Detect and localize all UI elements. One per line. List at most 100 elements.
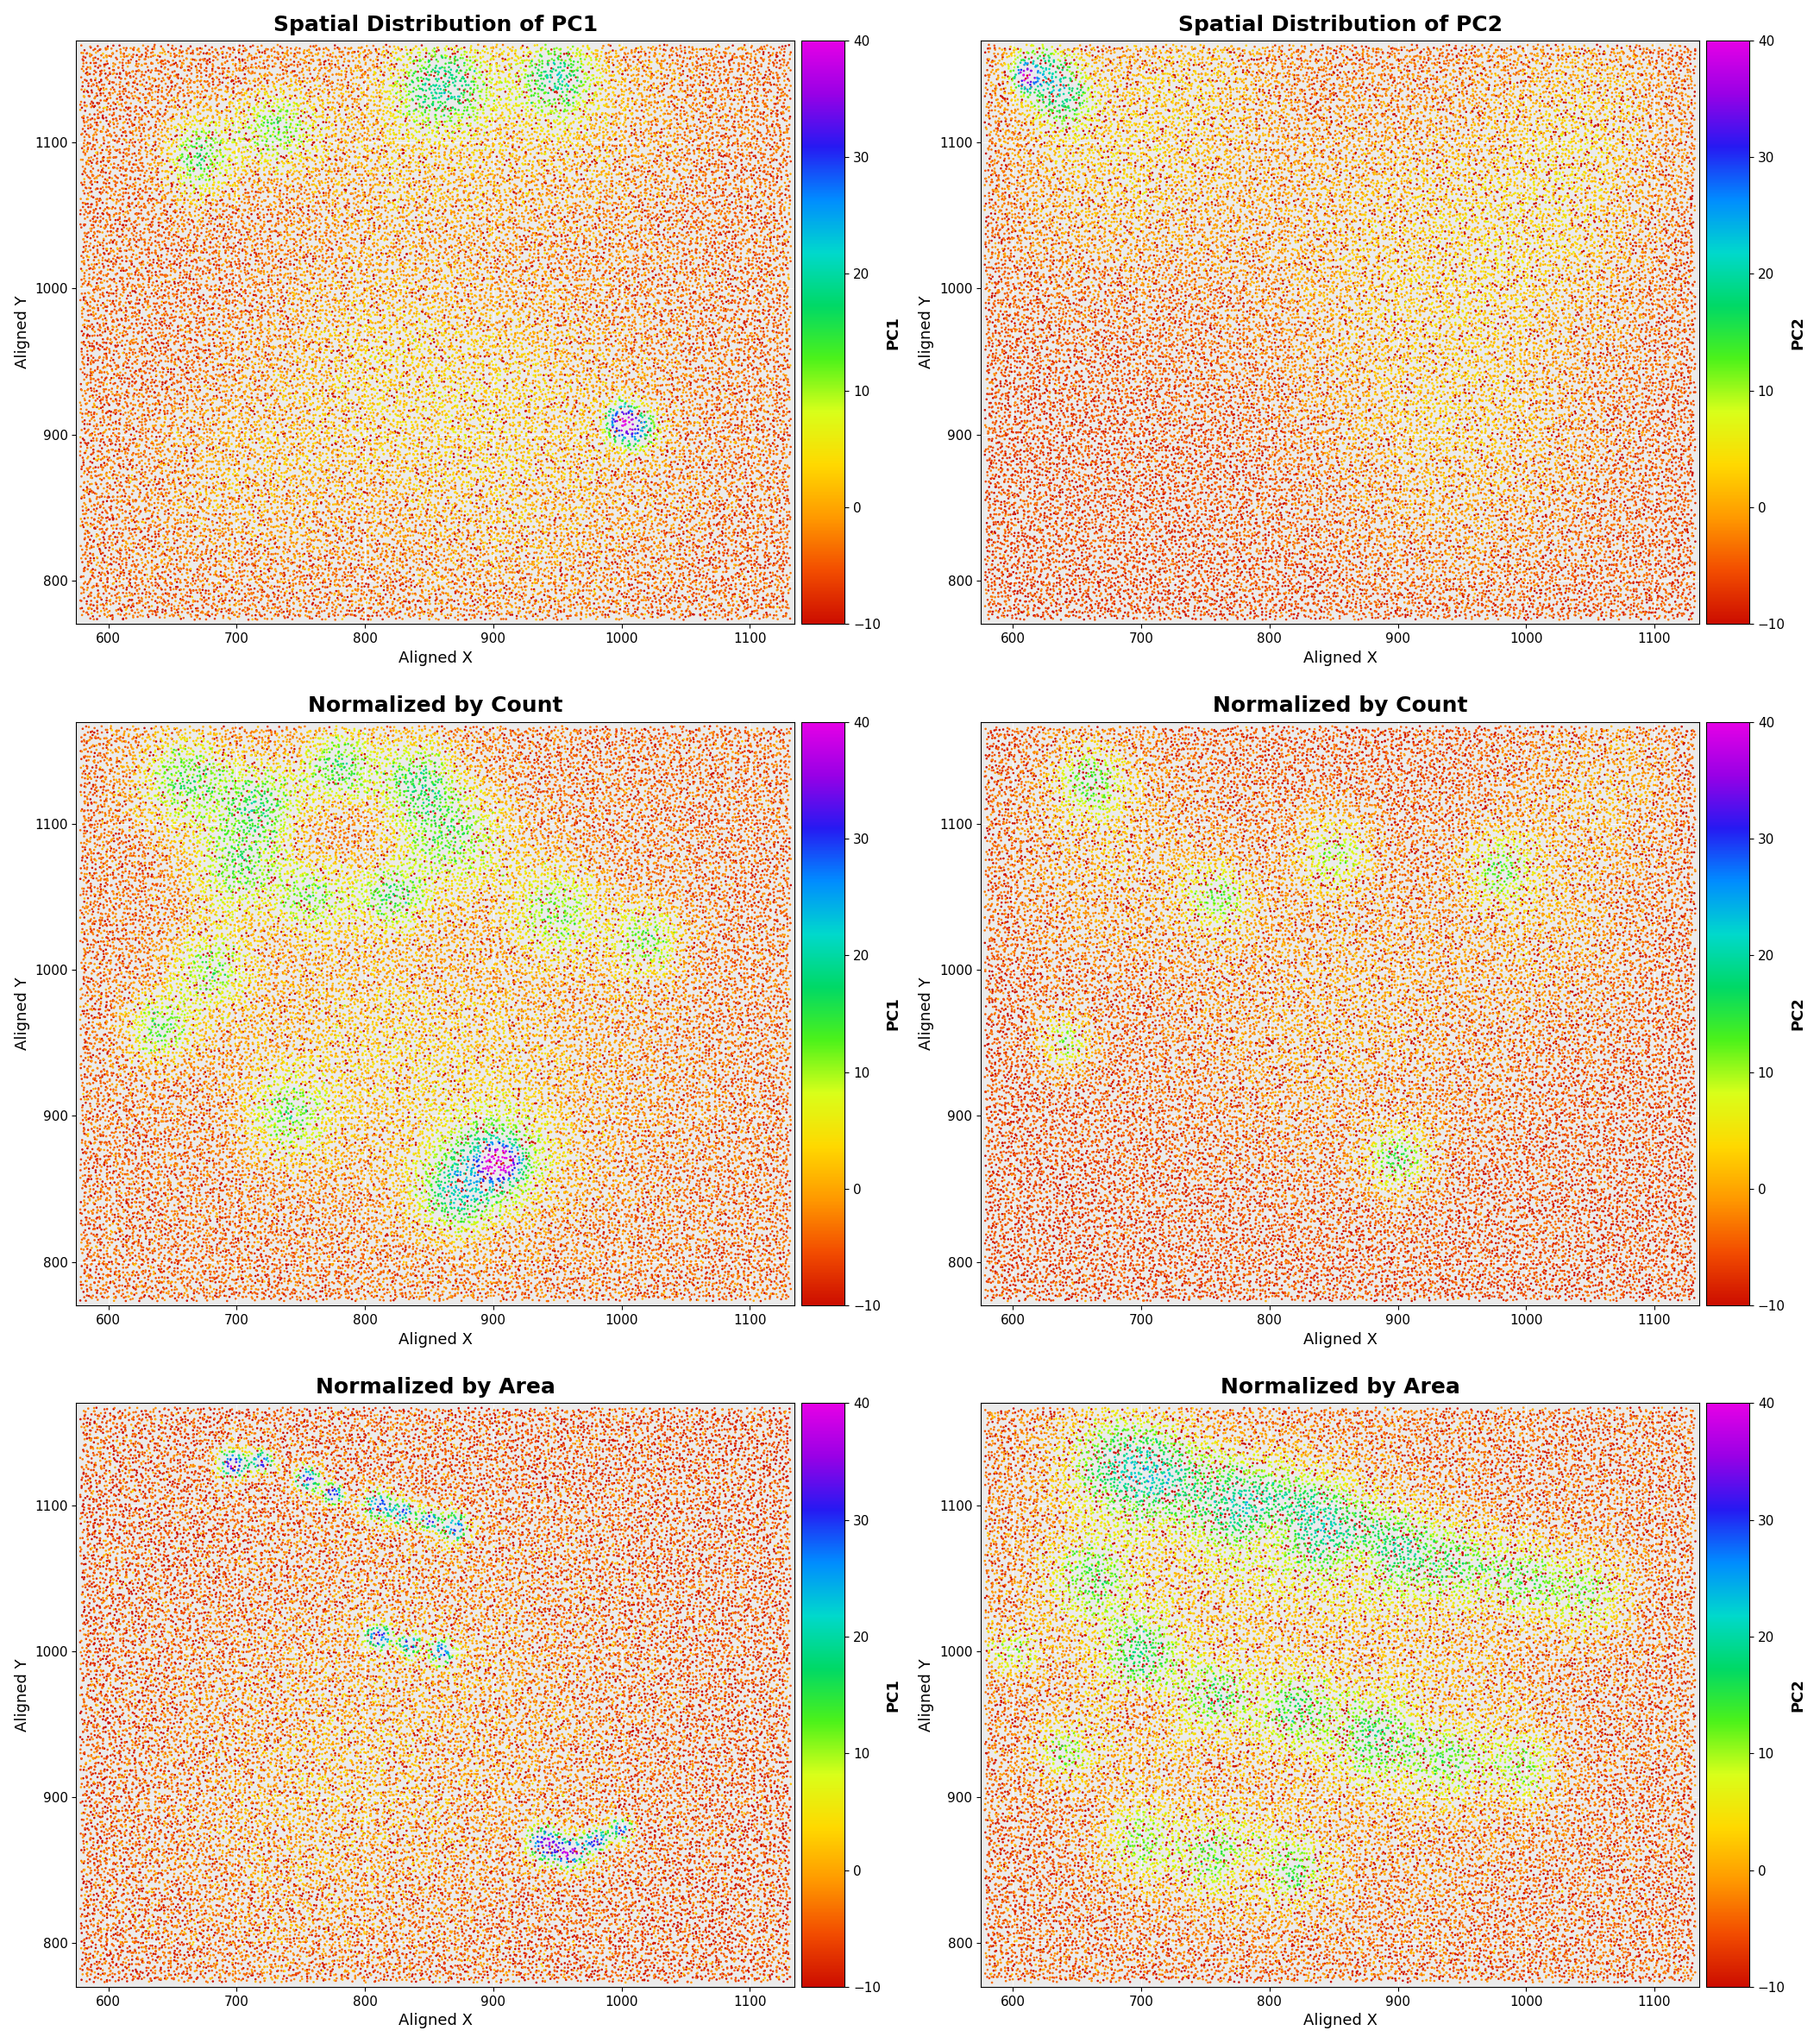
Point [1582,394,1611,427]
Point [391,862,420,895]
Point [1403,1565,1432,1598]
Point [1565,1181,1594,1214]
Point [1136,564,1165,597]
Point [457,1030,486,1062]
Point [1483,1281,1512,1314]
Point [1480,409,1509,441]
Point [1083,1831,1112,1863]
Point [1416,1961,1445,1994]
Point [661,548,690,580]
Point [1536,1193,1565,1226]
Point [1045,523,1074,556]
Point [1003,1498,1032,1530]
Point [1230,1806,1259,1839]
Point [666,558,695,590]
Point [1241,1134,1270,1167]
Point [380,987,410,1019]
Point [1509,789,1538,821]
Point [985,1769,1014,1802]
Point [488,1538,517,1571]
Point [626,1804,655,1837]
Point [1249,1888,1278,1920]
Point [1203,1504,1232,1536]
Point [1396,744,1425,776]
Point [1671,157,1700,190]
Point [541,1794,570,1826]
Point [348,118,377,151]
Point [728,1667,757,1700]
Point [484,1943,513,1976]
Point [1438,1487,1467,1520]
Point [1662,1071,1691,1103]
Point [1480,1645,1509,1677]
Point [1469,472,1498,505]
Point [237,1718,266,1751]
Point [615,1904,644,1937]
Point [202,1685,231,1718]
Point [209,842,238,874]
Point [692,768,721,801]
Point [506,1685,535,1718]
Point [1261,323,1290,355]
Point [551,1269,581,1301]
Point [1356,1700,1385,1732]
Point [1079,885,1108,917]
Point [1483,1871,1512,1904]
Point [601,823,630,856]
Point [1436,325,1465,358]
Point [1472,1024,1501,1056]
Point [737,881,766,913]
Point [430,217,459,249]
Point [440,41,470,74]
Point [113,1011,142,1044]
Point [73,429,102,462]
Point [644,554,673,586]
Point [1410,1922,1440,1955]
Point [375,1794,404,1826]
Point [615,1622,644,1655]
Point [229,161,258,194]
Point [706,793,735,825]
Point [353,204,382,237]
Point [652,174,681,206]
Point [708,1591,737,1624]
Point [1454,766,1483,799]
Point [1161,1068,1190,1101]
Point [406,1798,435,1831]
Point [1016,1714,1045,1747]
Point [136,1058,166,1091]
Point [1207,1285,1236,1318]
Point [1654,1091,1684,1124]
Point [295,1220,324,1252]
Point [411,431,440,464]
Point [1667,67,1696,100]
Point [424,421,453,454]
Point [397,1933,426,1965]
Point [515,1279,544,1312]
Point [1143,494,1172,527]
Point [406,231,435,264]
Point [985,1861,1014,1894]
Point [1156,1175,1185,1207]
Point [1221,1645,1250,1677]
Point [1123,360,1152,392]
Point [653,433,682,466]
Point [1299,580,1329,613]
Point [1318,977,1347,1009]
Point [399,1937,428,1969]
Point [1633,484,1662,517]
Point [1103,1393,1132,1426]
Point [641,1724,670,1757]
Point [510,1244,539,1277]
Point [124,1608,153,1641]
Point [571,1561,601,1594]
Point [82,548,111,580]
Point [1097,1009,1127,1042]
Point [1458,1647,1487,1679]
Point [1443,1918,1472,1951]
Point [257,1779,286,1812]
Point [1622,106,1651,139]
Point [1587,562,1616,595]
Point [320,603,349,635]
Point [1554,445,1583,478]
